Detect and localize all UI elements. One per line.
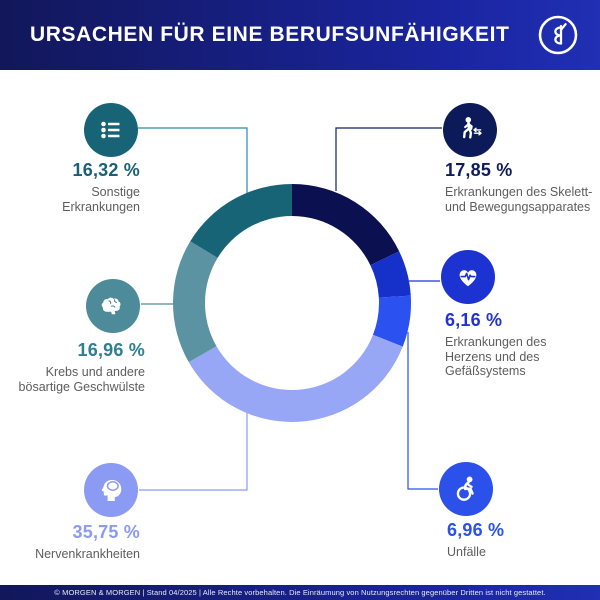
category-label: Erkrankungen des Skelett- und Bewegungsa…: [445, 184, 593, 214]
callout-krebs: 16,96 % Krebs und andere bösartige Gesch…: [19, 341, 145, 394]
list-icon: [101, 121, 120, 139]
donut-segment-1: [370, 251, 411, 298]
connector-lines: [138, 127, 442, 491]
wheelchair-icon: [456, 476, 474, 501]
donut-segment-3: [188, 334, 403, 423]
percent-value: 35,75 %: [72, 522, 140, 542]
callout-herz: 6,16 % Erkrankungen des Herzens und des …: [445, 311, 546, 379]
herz-icon-circle: [441, 250, 495, 304]
connector-line: [407, 332, 438, 490]
nerven-icon-circle: [84, 463, 138, 517]
percent-value: 16,96 %: [77, 340, 145, 360]
footer-bar: © MORGEN & MORGEN | Stand 04/2025 | Alle…: [0, 585, 600, 600]
callout-sonstige: 16,32 % Sonstige Erkrankungen: [62, 161, 140, 214]
category-label: Erkrankungen des Herzens und des Gefäßsy…: [445, 334, 547, 379]
heart-pulse-icon: [459, 270, 477, 287]
skelett-icon-circle: [443, 103, 497, 157]
walking-person-icon: [463, 117, 482, 139]
percent-value: 17,85 %: [445, 160, 513, 180]
category-label: Unfälle: [447, 544, 486, 559]
connector-line: [139, 411, 248, 491]
head-brain-icon: [101, 480, 122, 501]
category-label: Sonstige Erkrankungen: [62, 184, 140, 214]
donut-segment-4: [173, 241, 218, 363]
copyright-text: © MORGEN & MORGEN | Stand 04/2025 | Alle…: [54, 588, 546, 597]
callout-skelett: 17,85 % Erkrankungen des Skelett- und Be…: [445, 161, 592, 214]
category-label: Nervenkrankheiten: [35, 546, 140, 561]
sonstige-icon-circle: [84, 103, 138, 157]
callout-unfaelle: 6,96 % Unfälle: [447, 521, 504, 560]
callout-nerven: 35,75 % Nervenkrankheiten: [35, 523, 140, 562]
ampersand-icon: [538, 15, 578, 55]
brain-icon: [101, 297, 121, 315]
donut-segment-0: [292, 184, 400, 266]
percent-value: 6,96 %: [447, 520, 505, 540]
unfaelle-icon-circle: [439, 462, 493, 516]
krebs-icon-circle: [86, 279, 140, 333]
brand-logo: [536, 13, 580, 57]
donut-segment-2: [372, 295, 412, 347]
donut-segment-5: [190, 184, 292, 258]
category-label: Krebs und andere bösartige Geschwülste: [18, 364, 145, 394]
percent-value: 6,16 %: [445, 310, 503, 330]
percent-value: 16,32 %: [72, 160, 140, 180]
connector-line: [138, 127, 248, 193]
page-title: URSACHEN FÜR EINE BERUFSUNFÄHIGKEIT: [30, 23, 510, 46]
connector-line: [335, 127, 442, 191]
donut-segments: [173, 184, 412, 423]
header-bar: URSACHEN FÜR EINE BERUFSUNFÄHIGKEIT: [0, 0, 600, 70]
